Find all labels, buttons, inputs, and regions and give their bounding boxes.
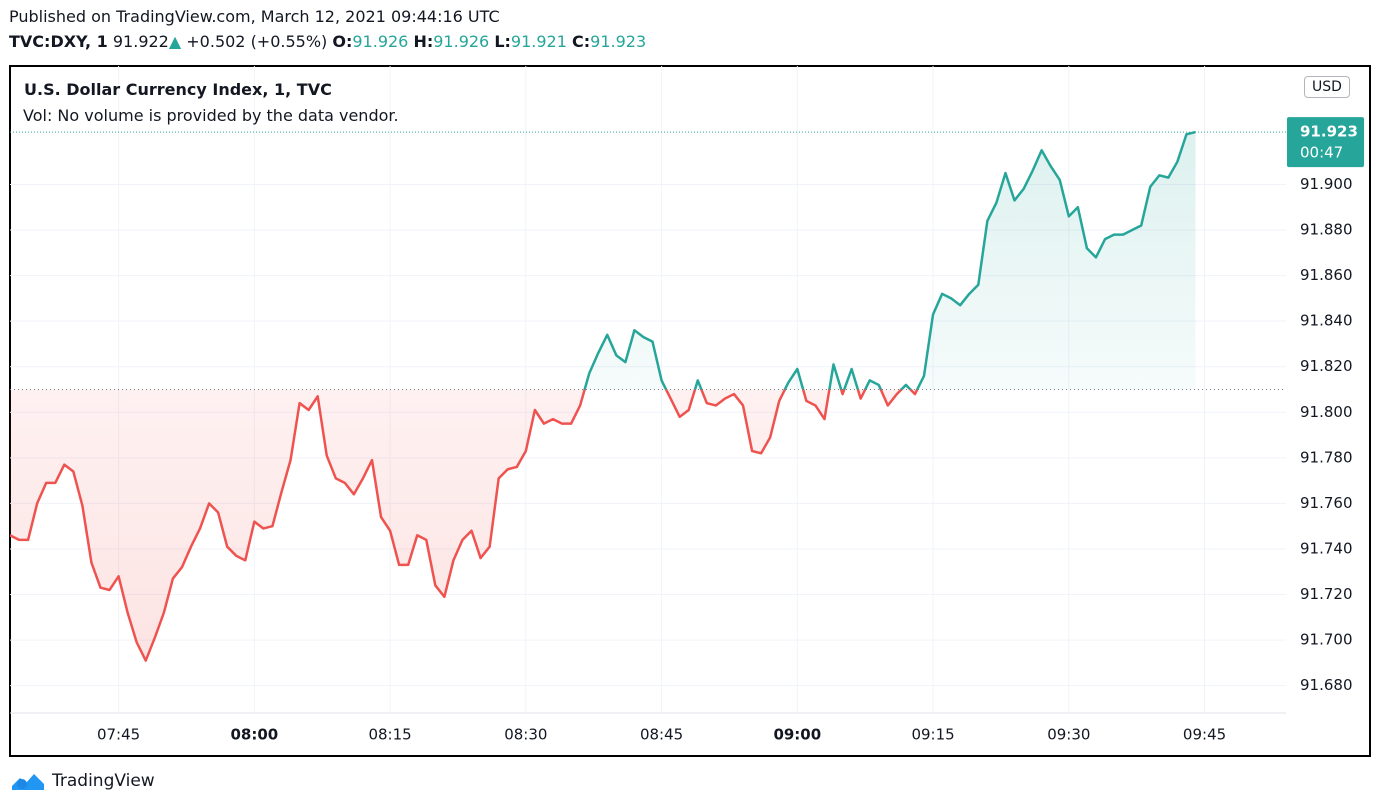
x-tick-label: 09:30 bbox=[1047, 726, 1090, 744]
published-line: Published on TradingView.com, March 12, … bbox=[9, 7, 500, 26]
line-down bbox=[10, 389, 919, 662]
symbol-line: TVC:DXY, 1 91.922▲ +0.502 (+0.55%) O:91.… bbox=[9, 32, 646, 51]
ohlc-value: 91.923 bbox=[590, 32, 647, 51]
line-up bbox=[583, 130, 1196, 390]
footer: TradingView bbox=[10, 770, 155, 792]
brand: TradingView bbox=[52, 771, 155, 791]
last-price-box bbox=[1287, 117, 1364, 168]
countdown: 00:47 bbox=[1300, 144, 1343, 162]
last-price-label: 91.923 bbox=[1300, 123, 1358, 141]
x-tick-label: 08:00 bbox=[230, 726, 278, 744]
x-tick-label: 09:00 bbox=[773, 726, 821, 744]
area-up bbox=[10, 132, 1196, 390]
y-tick-label: 91.860 bbox=[1300, 266, 1353, 284]
y-tick-label: 91.780 bbox=[1300, 448, 1353, 466]
x-tick-label: 07:45 bbox=[97, 726, 140, 744]
symbol: TVC:DXY, 1 bbox=[9, 32, 108, 51]
ohlc: O:91.926 H:91.926 L:91.921 C:91.923 bbox=[332, 32, 646, 51]
change: +0.502 (+0.55%) bbox=[186, 32, 328, 51]
y-tick-label: 91.880 bbox=[1300, 221, 1353, 239]
area-down bbox=[10, 389, 1196, 661]
chart-subtitle: Vol: No volume is provided by the data v… bbox=[23, 106, 399, 125]
ohlc-label: C: bbox=[572, 32, 591, 51]
currency-button[interactable]: USD bbox=[1304, 76, 1350, 98]
published: Published on TradingView.com, March 12, … bbox=[9, 7, 500, 26]
x-tick-label: 08:15 bbox=[368, 726, 411, 744]
y-tick-label: 91.840 bbox=[1300, 312, 1353, 330]
y-tick-label: 91.900 bbox=[1300, 175, 1353, 193]
x-tick-label: 09:45 bbox=[1183, 726, 1226, 744]
x-tick-label: 08:30 bbox=[504, 726, 547, 744]
ohlc-value: 91.926 bbox=[352, 32, 409, 51]
x-tick-label: 09:15 bbox=[911, 726, 954, 744]
up-arrow: ▲ bbox=[168, 32, 182, 51]
last-price: 91.922 bbox=[112, 32, 169, 51]
y-tick-label: 91.720 bbox=[1300, 585, 1353, 603]
chart-title: U.S. Dollar Currency Index, 1, TVC bbox=[24, 80, 332, 99]
ohlc-label: L: bbox=[494, 32, 511, 51]
ohlc-label: O: bbox=[332, 32, 353, 51]
ohlc-value: 91.926 bbox=[433, 32, 490, 51]
y-tick-label: 91.700 bbox=[1300, 631, 1353, 649]
y-tick-label: 91.740 bbox=[1300, 539, 1353, 557]
chart-frame bbox=[9, 65, 1371, 757]
ohlc-label: H: bbox=[413, 32, 434, 51]
y-tick-label: 91.680 bbox=[1300, 676, 1353, 694]
y-tick-label: 91.820 bbox=[1300, 357, 1353, 375]
x-tick-label: 08:45 bbox=[640, 726, 683, 744]
brand-logo bbox=[12, 774, 44, 790]
y-tick-label: 91.800 bbox=[1300, 403, 1353, 421]
y-tick-label: 91.760 bbox=[1300, 494, 1353, 512]
ohlc-value: 91.921 bbox=[510, 32, 567, 51]
